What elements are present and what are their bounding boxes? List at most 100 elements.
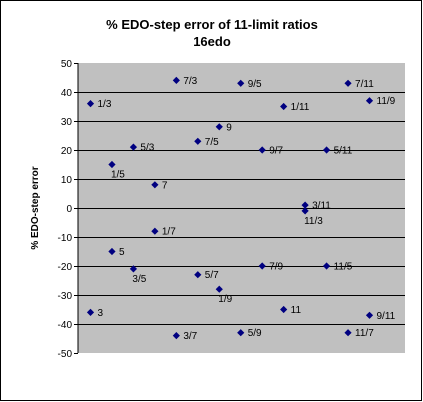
point-marker xyxy=(151,181,159,189)
point-marker xyxy=(237,329,245,337)
point-label: 5 xyxy=(119,247,125,258)
data-point: 3/5 xyxy=(129,265,147,285)
point-label: 5/11 xyxy=(334,146,353,157)
point-marker xyxy=(258,262,266,270)
point-marker xyxy=(301,207,309,215)
data-point: 3 xyxy=(86,308,104,319)
y-tick-label: 10 xyxy=(61,175,73,186)
data-point: 1/9 xyxy=(215,285,233,305)
data-point: 5/9 xyxy=(237,328,262,339)
point-label: 3/11 xyxy=(312,201,331,212)
data-point: 9/5 xyxy=(237,79,262,90)
point-marker xyxy=(344,79,352,87)
data-points: 1/3 3 1/5 5 5/3 3/5 7 1/7 7/3 3/7 7/5 5/7 9 1/9 9/5 5/9… xyxy=(86,76,396,342)
data-point: 5/7 xyxy=(194,270,219,281)
point-marker xyxy=(258,146,266,154)
data-point: 1/5 xyxy=(108,160,125,181)
data-point: 11 xyxy=(280,305,301,316)
data-point: 11/5 xyxy=(322,262,353,273)
point-marker xyxy=(215,123,223,131)
y-tick-label: 40 xyxy=(61,88,73,99)
point-label: 1/3 xyxy=(98,99,112,110)
point-marker xyxy=(108,160,116,169)
point-label: 5/9 xyxy=(248,328,262,339)
data-point: 7/9 xyxy=(258,262,284,273)
point-label: 7/5 xyxy=(205,137,219,148)
point-label: 1/11 xyxy=(291,102,310,113)
data-point: 11/7 xyxy=(344,328,374,339)
point-label: 7/11 xyxy=(355,79,374,90)
point-marker xyxy=(237,79,245,87)
y-tick-label: -50 xyxy=(58,349,73,360)
y-axis-ticks: 50 40 30 20 10 0 -10 -20 -30 -40 -50 xyxy=(58,59,78,360)
y-tick-label: 0 xyxy=(66,204,72,215)
point-marker xyxy=(280,102,288,111)
y-tick-label: 50 xyxy=(61,59,73,70)
data-point: 1/11 xyxy=(280,102,310,113)
point-marker xyxy=(194,137,202,145)
data-point: 5/3 xyxy=(129,143,155,154)
point-label: 7 xyxy=(162,180,168,191)
y-tick-label: -20 xyxy=(58,262,73,273)
point-label: 11/5 xyxy=(334,262,353,273)
y-tick-label: 30 xyxy=(61,117,73,128)
y-tick-label: -30 xyxy=(58,291,73,302)
chart-subtitle: 16edo xyxy=(193,34,231,49)
point-label: 1/7 xyxy=(162,227,176,238)
point-marker xyxy=(172,76,180,84)
data-point: 7/3 xyxy=(172,76,198,87)
point-marker xyxy=(151,227,159,235)
point-label: 9/7 xyxy=(269,146,283,157)
point-label: 3/7 xyxy=(183,331,197,342)
point-marker xyxy=(129,143,138,151)
point-label: 1/5 xyxy=(111,170,125,181)
data-point: 7 xyxy=(151,180,168,191)
y-tick-label: -40 xyxy=(58,320,73,331)
data-point: 9/7 xyxy=(258,146,284,157)
point-marker xyxy=(365,97,374,105)
point-label: 7/3 xyxy=(183,76,197,87)
point-marker xyxy=(344,329,352,337)
point-label: 9/11 xyxy=(377,311,396,322)
point-marker xyxy=(301,201,309,209)
point-label: 11/3 xyxy=(304,216,323,227)
point-marker xyxy=(280,305,288,314)
point-label: 1/9 xyxy=(218,294,232,305)
data-point: 3/7 xyxy=(172,331,198,342)
point-marker xyxy=(86,308,95,316)
data-point: 5/11 xyxy=(322,146,353,157)
data-point: 9/11 xyxy=(365,311,396,322)
point-label: 3 xyxy=(98,308,104,319)
point-marker xyxy=(86,100,95,108)
data-point: 3/11 xyxy=(301,201,331,212)
point-marker xyxy=(322,262,331,270)
data-point: 1/3 xyxy=(86,99,112,110)
point-marker xyxy=(194,271,202,279)
point-label: 11 xyxy=(291,305,302,316)
point-label: 5/3 xyxy=(140,143,154,154)
point-marker xyxy=(215,285,223,293)
point-marker xyxy=(129,265,138,273)
data-point: 7/5 xyxy=(194,137,219,148)
data-point: 9 xyxy=(215,122,232,133)
y-axis-label: % EDO-step error xyxy=(30,166,41,249)
data-point: 1/7 xyxy=(151,227,176,238)
chart-title: % EDO-step error of 11-limit ratios xyxy=(106,17,318,32)
data-point: 5 xyxy=(108,247,125,258)
point-marker xyxy=(108,247,116,256)
y-tick-label: 20 xyxy=(61,146,73,157)
point-marker xyxy=(365,311,374,319)
point-label: 5/7 xyxy=(205,270,219,281)
point-label: 11/9 xyxy=(377,96,396,107)
y-tick-label: -10 xyxy=(58,233,73,244)
data-point: 11/9 xyxy=(365,96,396,107)
point-label: 3/5 xyxy=(132,274,146,285)
point-label: 9/5 xyxy=(248,79,262,90)
point-marker xyxy=(172,332,180,340)
point-label: 7/9 xyxy=(269,262,283,273)
point-label: 11/7 xyxy=(355,328,374,339)
data-point: 7/11 xyxy=(344,79,374,90)
data-point: 11/3 xyxy=(301,207,323,227)
point-label: 9 xyxy=(226,122,232,133)
